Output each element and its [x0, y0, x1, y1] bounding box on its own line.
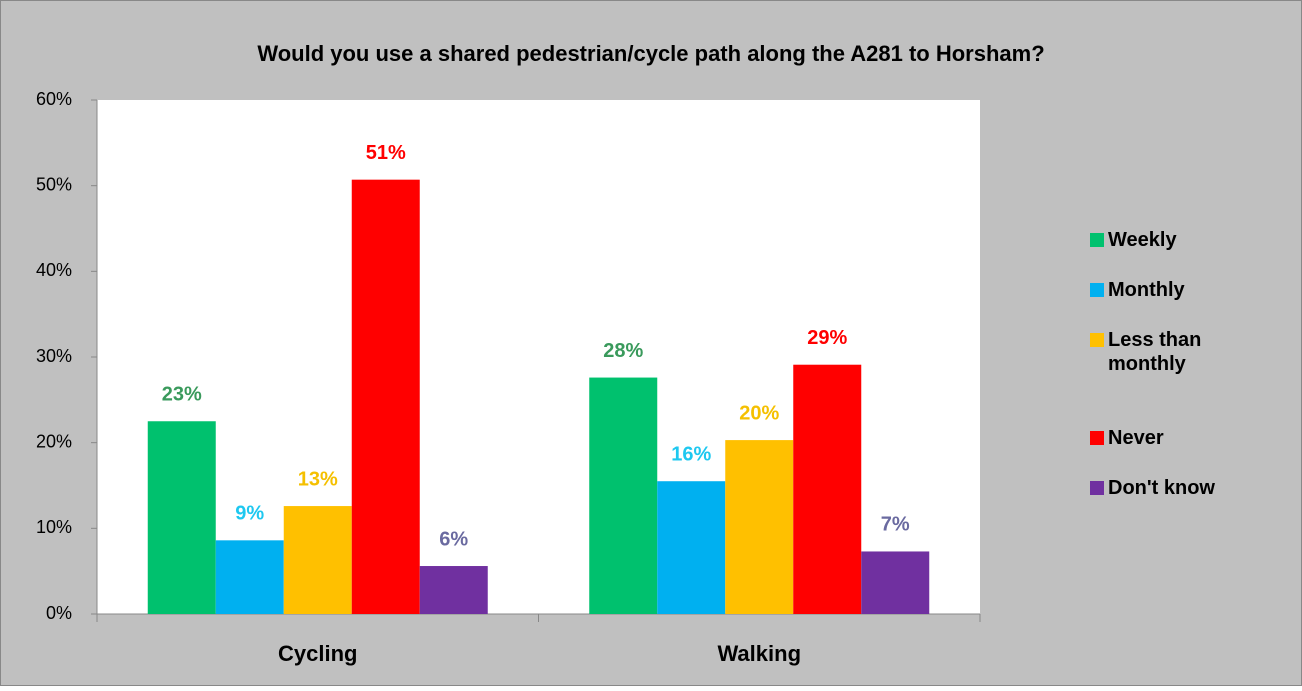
value-label: 20%: [739, 402, 779, 424]
bar: [419, 566, 488, 614]
legend-item: Weekly: [1090, 228, 1260, 252]
value-label: 23%: [162, 384, 202, 406]
value-label: 9%: [235, 503, 264, 525]
legend: Weekly Monthly Less than monthly Never Don't…: [1090, 228, 1260, 500]
value-label: 29%: [807, 327, 847, 349]
legend-item: Don't know: [1090, 476, 1260, 500]
legend-label: Don't know: [1108, 477, 1215, 499]
bar: [793, 364, 862, 614]
y-tick-label: 40%: [36, 260, 72, 280]
value-label: 13%: [298, 468, 338, 490]
legend-swatch: [1090, 431, 1104, 445]
bar: [283, 506, 352, 614]
legend-swatch: [1090, 233, 1104, 247]
y-tick-label: 20%: [36, 431, 72, 451]
legend-label: Monthly: [1108, 279, 1185, 301]
y-tick-label: 50%: [36, 174, 72, 194]
bar: [215, 540, 284, 614]
y-tick-label: 10%: [36, 517, 72, 537]
legend-label: Less than monthly: [1108, 329, 1202, 375]
bar: [589, 377, 658, 614]
y-tick-label: 0%: [46, 603, 72, 623]
legend-item: Monthly: [1090, 278, 1260, 302]
bar: [861, 551, 930, 614]
legend-item: Never: [1090, 426, 1260, 450]
legend-swatch: [1090, 283, 1104, 297]
value-label: 16%: [671, 443, 711, 465]
value-label: 7%: [881, 514, 910, 536]
bar: [657, 481, 726, 614]
bar: [147, 421, 216, 614]
legend-swatch: [1090, 333, 1104, 347]
x-tick-label: Cycling: [278, 641, 357, 666]
value-label: 28%: [603, 340, 643, 362]
value-label: 6%: [439, 528, 468, 550]
y-tick-label: 60%: [36, 89, 72, 109]
value-label: 51%: [366, 142, 406, 164]
legend-label: Never: [1108, 427, 1164, 449]
legend-item: Less than monthly: [1090, 328, 1260, 376]
bar: [351, 179, 420, 615]
y-tick-label: 30%: [36, 346, 72, 366]
chart-title: Would you use a shared pedestrian/cycle …: [257, 41, 1044, 66]
legend-swatch: [1090, 481, 1104, 495]
bar: [725, 440, 794, 614]
legend-label: Weekly: [1108, 229, 1177, 251]
x-tick-label: Walking: [717, 641, 801, 666]
